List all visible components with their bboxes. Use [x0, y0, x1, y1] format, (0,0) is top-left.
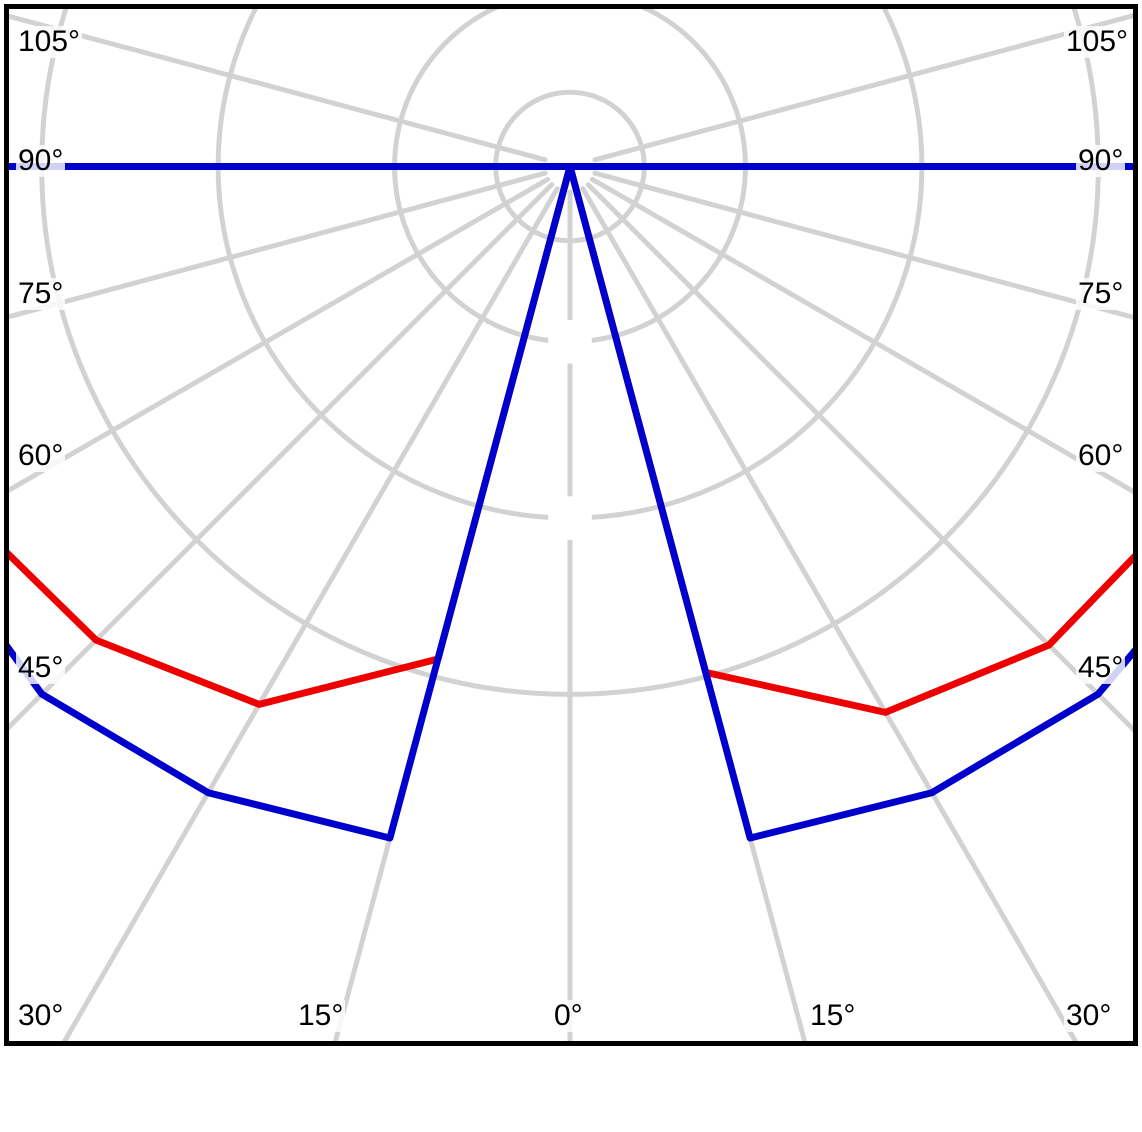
grid-ray-60deg [589, 176, 1133, 495]
axis-label-60deg: 60° [16, 439, 66, 472]
axis-label-90deg: 90° [1076, 144, 1126, 177]
grid-ray--45deg [9, 182, 555, 731]
curve-c90-c270 [9, 163, 1133, 842]
polar-curves [9, 163, 1133, 842]
axis-label-30deg: 30° [1064, 999, 1114, 1032]
grid-ray-75deg [592, 170, 1133, 320]
grid-ray-15deg [574, 188, 808, 1041]
axis-label-45deg: 45° [1076, 651, 1126, 684]
grid-ray-30deg [580, 186, 1079, 1041]
grid-ray--75deg [9, 170, 548, 320]
axis-label-60deg: 60° [1076, 439, 1126, 472]
grid-ray--15deg [332, 188, 566, 1041]
axis-label-45deg: 45° [16, 651, 66, 684]
polar-plot-svg [9, 9, 1133, 1041]
axis-label-15deg: 15° [808, 999, 858, 1032]
grid-tick-gap-v-1 [561, 496, 579, 540]
axis-label-105deg: 105° [16, 25, 83, 58]
grid-ray--105deg [9, 13, 548, 163]
axis-label-90deg: 90° [16, 144, 66, 177]
axis-label-15deg: 15° [296, 999, 346, 1032]
grid-ray-45deg [585, 182, 1133, 733]
axis-label-0deg: 0° [552, 999, 585, 1032]
diagram-footer: cd/klm η = 100% C0 - C180 C90 - C270 [0, 1046, 1142, 1132]
axis-label-75deg: 75° [1076, 277, 1126, 310]
grid-ray-105deg [592, 13, 1133, 163]
grid-ray--60deg [9, 176, 551, 493]
grid-tick-gap-v-0 [561, 319, 579, 364]
axis-label-30deg: 30° [16, 999, 66, 1032]
polar-plot-frame [4, 4, 1138, 1046]
axis-label-105deg: 105° [1064, 25, 1131, 58]
axis-label-75deg: 75° [16, 277, 66, 310]
grid-ray--30deg [61, 186, 560, 1041]
